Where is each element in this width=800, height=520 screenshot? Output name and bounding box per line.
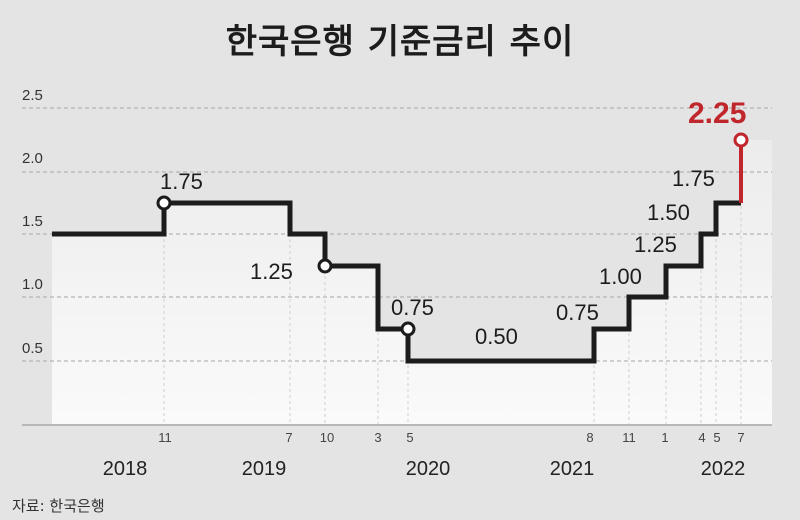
source-note: 자료: 한국은행 [12,497,105,515]
value-label: 1.75 [672,166,715,191]
value-label: 0.75 [391,295,434,320]
year-label: 2019 [241,458,287,480]
x-tick: 7 [285,430,293,445]
y-tick: 1.5 [22,213,43,230]
x-tick: 4 [698,430,706,445]
x-tick: 7 [737,430,745,445]
rate-step-line [52,200,741,364]
value-label: 1.00 [599,264,642,289]
marker-2022-07 [733,132,749,148]
value-label: 0.50 [475,324,518,349]
x-tick: 3 [374,430,382,445]
year-label: 2021 [549,458,595,480]
y-tick: 1.0 [22,276,43,293]
value-label: 1.75 [160,169,203,194]
highlight-value-label: 2.25 [688,97,747,130]
x-tick: 1 [661,430,669,445]
x-tick: 11 [158,430,172,445]
x-tick: 5 [406,430,414,445]
value-label: 1.25 [250,259,293,284]
year-label: 2020 [405,458,451,480]
y-tick: 2.0 [22,150,43,167]
value-label: 1.25 [634,232,677,257]
marker-2019-10 [317,258,333,274]
y-tick: 2.5 [22,87,43,104]
chart-title: 한국은행 기준금리 추이 [225,22,575,62]
x-tick: 10 [319,430,335,445]
x-tick: 8 [586,430,594,445]
area-fill [52,140,772,424]
marker-2020-05 [400,321,416,337]
y-tick: 0.5 [22,340,43,357]
value-label: 0.75 [556,300,599,325]
value-label: 1.50 [647,200,690,225]
x-tick: 11 [622,430,636,445]
x-tick: 5 [713,430,721,445]
marker-2018-11 [156,195,172,211]
year-label: 2022 [700,458,746,480]
year-label: 2018 [102,458,148,480]
